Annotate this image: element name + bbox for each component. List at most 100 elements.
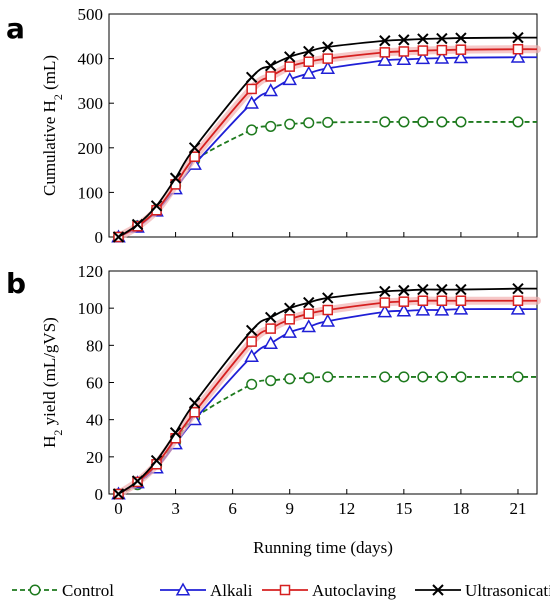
data-point-ultrasonication xyxy=(169,426,182,439)
data-point-ultrasonication xyxy=(264,60,277,72)
legend-label: Alkali xyxy=(210,581,253,600)
data-point-control xyxy=(417,116,429,128)
data-point-alkali xyxy=(453,50,469,64)
data-point-ultrasonication xyxy=(322,292,334,304)
data-point-autoclaving xyxy=(246,336,257,347)
legend-marker xyxy=(432,584,444,596)
data-point-autoclaving xyxy=(379,47,391,58)
data-point-control xyxy=(303,117,315,129)
data-point-ultrasonication xyxy=(398,34,410,46)
data-point-control xyxy=(455,116,467,128)
data-point-alkali xyxy=(320,313,336,327)
y-tick-label: 500 xyxy=(78,5,104,24)
data-point-alkali xyxy=(434,302,450,316)
data-point-autoclaving xyxy=(398,46,410,57)
data-point-autoclaving xyxy=(265,323,276,334)
data-point-control xyxy=(246,378,258,390)
series-ultrasonication xyxy=(112,31,538,243)
data-point-control xyxy=(322,116,334,128)
data-point-control xyxy=(246,124,258,136)
data-point-alkali xyxy=(510,49,526,63)
data-point-control xyxy=(265,120,277,132)
data-point-control xyxy=(379,371,391,383)
legend-item-ultrasonication: Ultrasonication xyxy=(415,581,550,600)
data-point-ultrasonication xyxy=(131,218,144,231)
data-point-control xyxy=(417,371,429,383)
data-point-autoclaving xyxy=(322,304,334,316)
chart-panel-a: a 0 100 200 300 400 500 Cumulative H2 (mL) xyxy=(6,5,541,247)
data-point-control xyxy=(398,116,410,128)
legend-item-control: Control xyxy=(12,581,114,600)
data-point-control xyxy=(436,371,448,383)
series-band-autoclaving xyxy=(114,296,541,498)
data-point-autoclaving xyxy=(455,295,467,306)
data-point-autoclaving xyxy=(512,43,524,55)
data-point-autoclaving xyxy=(322,53,334,64)
data-point-autoclaving xyxy=(246,83,257,95)
y-axis-title: Cumulative H2 (mL) xyxy=(40,55,65,196)
series-line-alkali xyxy=(118,308,537,495)
data-point-alkali xyxy=(396,51,412,66)
x-tick-label: 21 xyxy=(509,499,526,518)
x-tick-label: 6 xyxy=(228,499,237,518)
y-tick-label: 100 xyxy=(78,299,104,318)
data-point-control xyxy=(322,371,334,383)
data-point-control xyxy=(284,118,296,130)
y-tick-label: 0 xyxy=(95,228,104,247)
data-point-control xyxy=(512,371,524,383)
x-axis-title: Running time (days) xyxy=(253,538,393,557)
data-point-ultrasonication xyxy=(245,71,258,84)
legend-marker xyxy=(29,584,41,596)
data-point-control xyxy=(379,116,391,128)
data-point-autoclaving xyxy=(417,295,429,306)
data-point-ultrasonication xyxy=(188,142,201,154)
data-point-autoclaving xyxy=(455,44,467,55)
data-point-ultrasonication xyxy=(150,454,163,467)
data-point-ultrasonication xyxy=(512,282,524,295)
data-point-alkali xyxy=(377,52,393,66)
x-tick-label: 12 xyxy=(338,499,355,518)
y-axis-title: H2 yield (mL/gVS) xyxy=(40,317,65,448)
x-tick-label: 18 xyxy=(452,499,469,518)
y-tick-label: 60 xyxy=(86,374,103,393)
data-point-control xyxy=(303,372,315,384)
panel-letter: b xyxy=(6,267,26,300)
legend-item-autoclaving: Autoclaving xyxy=(262,581,397,600)
data-point-alkali xyxy=(282,324,297,338)
data-point-control xyxy=(436,116,448,128)
series-autoclaving xyxy=(113,295,541,500)
x-tick-label: 15 xyxy=(395,499,412,518)
data-point-autoclaving xyxy=(303,56,314,67)
data-point-ultrasonication xyxy=(455,283,467,296)
data-point-alkali xyxy=(510,301,526,315)
y-tick-label: 300 xyxy=(78,94,104,113)
data-point-autoclaving xyxy=(189,151,200,162)
data-point-ultrasonication xyxy=(455,32,467,44)
data-point-alkali xyxy=(244,95,259,109)
series-line-alkali xyxy=(118,56,538,238)
data-point-ultrasonication xyxy=(264,311,277,324)
data-point-ultrasonication xyxy=(112,231,125,243)
data-point-ultrasonication xyxy=(322,41,334,53)
series-ultrasonication xyxy=(112,282,538,500)
data-point-autoclaving xyxy=(284,61,295,72)
data-point-control xyxy=(284,373,296,385)
series-band-autoclaving xyxy=(114,45,541,241)
data-point-ultrasonication xyxy=(417,33,429,45)
chart-panel-b: b 0 20 40 60 80 100 120 0 3 6 9 12 15 18 21 H2 yield (mL… xyxy=(6,262,541,557)
series-autoclaving xyxy=(113,43,541,243)
legend-label: Ultrasonication xyxy=(465,581,550,600)
plot-frame xyxy=(108,13,538,238)
legend-marker xyxy=(175,582,191,596)
data-point-autoclaving xyxy=(417,45,429,56)
y-tick-label: 0 xyxy=(95,485,104,504)
y-tick-label: 40 xyxy=(86,411,103,430)
data-point-alkali xyxy=(244,348,259,363)
data-point-ultrasonication xyxy=(188,397,201,409)
data-point-alkali xyxy=(396,303,412,317)
data-point-alkali xyxy=(282,72,297,86)
data-point-control xyxy=(398,371,410,383)
data-point-alkali xyxy=(301,65,317,79)
y-tick-label: 200 xyxy=(78,139,104,158)
data-point-ultrasonication xyxy=(379,285,391,298)
